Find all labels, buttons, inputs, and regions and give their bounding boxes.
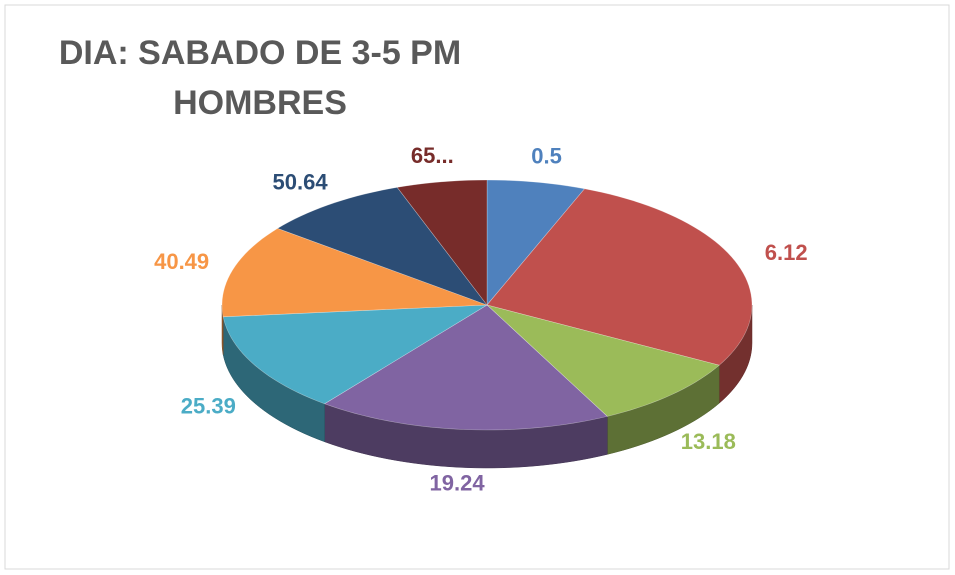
slice — [323, 304, 608, 431]
data-label: 0.5 — [531, 143, 562, 168]
data-label: 65... — [411, 143, 454, 168]
slice — [486, 179, 586, 306]
data-label: 40.49 — [154, 249, 209, 274]
slice — [221, 228, 488, 318]
slice — [396, 179, 488, 306]
slice — [486, 304, 720, 417]
chart-title: DIA: SABADO DE 3-5 PM — [59, 34, 461, 72]
slice — [276, 187, 488, 306]
chart-title: HOMBRES — [173, 84, 347, 122]
data-label: 25.39 — [181, 393, 236, 418]
data-label: 50.64 — [273, 169, 329, 194]
slice — [486, 188, 753, 366]
data-label: 6.12 — [765, 240, 808, 265]
slice — [222, 304, 488, 405]
data-label: 13.18 — [681, 429, 736, 454]
data-label: 19.24 — [430, 471, 486, 496]
